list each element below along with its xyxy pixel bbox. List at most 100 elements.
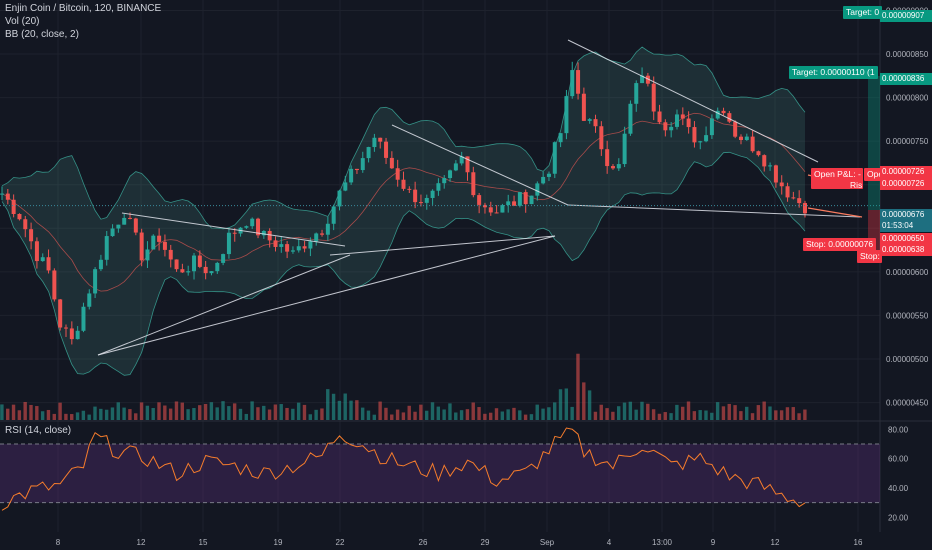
volume-bar: [436, 406, 441, 420]
candle-body: [709, 118, 714, 136]
volume-bar: [87, 414, 91, 420]
candle-body: [337, 190, 342, 207]
open-pl-box[interactable]: Open P&L: - Ris: [811, 168, 863, 189]
rsi-axis-label: 80.00: [888, 425, 909, 434]
candle-body: [657, 111, 662, 123]
volume-bar: [250, 401, 254, 420]
candle-body: [576, 70, 581, 94]
candle-body: [535, 183, 540, 196]
target-label[interactable]: Target: 0.00000110 (1: [789, 66, 878, 79]
time-axis-label: Sep: [540, 538, 555, 547]
grid-lines: [0, 0, 932, 532]
rsi-legend[interactable]: RSI (14, close): [5, 425, 72, 436]
candle-body: [674, 114, 679, 127]
candle-body: [477, 195, 482, 205]
volume-bar: [692, 411, 697, 420]
candle-body: [430, 190, 435, 198]
volume-bar: [611, 411, 615, 420]
rsi-line: [1, 427, 806, 511]
candle-body: [750, 136, 755, 152]
time-axis-label: 26: [419, 538, 428, 547]
candle-body: [168, 249, 173, 260]
candle-body: [721, 110, 726, 114]
candle-body: [366, 147, 371, 159]
stop-label[interactable]: Stop: 0.00000076: [803, 238, 877, 251]
candle-body: [197, 255, 202, 267]
open-pl-box-2[interactable]: Ope: [864, 168, 882, 181]
candle-body: [29, 229, 34, 242]
candle-body: [669, 126, 674, 131]
volume-bar: [75, 412, 80, 420]
candles[interactable]: [0, 61, 807, 345]
volume-bar: [308, 414, 312, 420]
volume-bar: [681, 406, 685, 420]
candle-body: [314, 233, 319, 242]
volume-bar: [791, 407, 795, 420]
volume-bar: [320, 408, 324, 420]
candle-body: [354, 168, 359, 171]
candle-body: [296, 246, 301, 251]
candle-body: [605, 149, 610, 167]
time-axis-label: 16: [854, 538, 863, 547]
candle-body: [98, 259, 103, 270]
candle-body: [104, 236, 109, 260]
symbol-legend[interactable]: Enjin Coin / Bitcoin, 120, BINANCE: [5, 3, 162, 14]
candle-body: [290, 250, 295, 252]
candle-body: [692, 127, 697, 143]
volume-bar: [267, 409, 272, 420]
stop-label-2[interactable]: Stop:: [857, 250, 882, 263]
price-axis-label: 0.00000600: [886, 268, 929, 277]
candle-body: [459, 156, 464, 164]
projection-arrow-2: [807, 207, 863, 218]
candle-body: [186, 271, 191, 273]
candle-body: [308, 241, 313, 249]
trend-lines[interactable]: [0, 39, 880, 356]
candle-body: [5, 193, 10, 200]
volume-bar: [186, 409, 190, 420]
volume-bar: [523, 414, 528, 420]
last-price-tag: 0.00000676: [880, 209, 932, 221]
candle-body: [768, 165, 773, 167]
volume-bar: [221, 401, 225, 420]
candle-body: [482, 204, 487, 208]
bb-legend[interactable]: BB (20, close, 2): [5, 29, 79, 40]
candle-body: [331, 206, 336, 224]
candle-body: [558, 133, 563, 143]
candle-body: [680, 114, 685, 119]
candle-body: [162, 241, 167, 250]
rsi-axis-label: 20.00: [888, 513, 909, 522]
volume-bar: [564, 388, 569, 420]
candle-body: [11, 199, 16, 214]
candle-body: [599, 126, 604, 150]
open-pl-text: Open P&L: -: [814, 169, 861, 179]
time-axis-label: 29: [481, 538, 490, 547]
candle-body: [250, 218, 255, 227]
volume-bar: [209, 402, 214, 420]
volume-bar: [657, 413, 662, 420]
candle-body: [23, 219, 28, 230]
volume-bar: [157, 402, 161, 420]
candle-body: [779, 182, 784, 187]
candle-body: [360, 158, 365, 171]
candle-body: [733, 121, 738, 137]
volume-bar: [547, 407, 551, 420]
bb-up-line: [1, 46, 806, 230]
candle-body: [517, 192, 522, 206]
candle-body: [546, 173, 551, 177]
price-tag-638: 0.00000638: [880, 244, 932, 256]
candle-body: [570, 70, 575, 97]
vol-legend[interactable]: Vol (20): [5, 16, 40, 27]
candle-body: [453, 163, 458, 171]
volume-bar: [232, 403, 237, 420]
volume-bar: [512, 407, 516, 420]
volume-bar: [739, 411, 743, 420]
candle-body: [395, 168, 400, 180]
target-label-top[interactable]: Target: 0: [843, 6, 883, 19]
volume-bar: [128, 409, 132, 420]
volume-bar: [646, 403, 650, 420]
volume-bar: [640, 401, 644, 420]
volume-bar: [488, 412, 493, 420]
price-axis-label: 0.00000850: [886, 50, 929, 59]
candle-body: [64, 327, 69, 329]
